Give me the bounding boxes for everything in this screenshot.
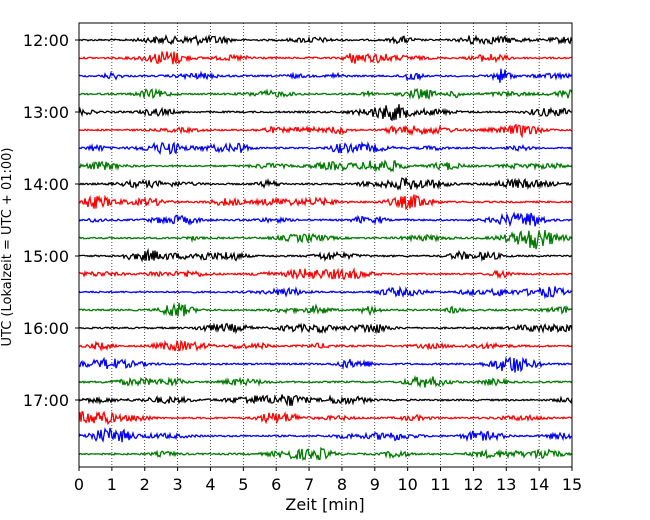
x-axis: 0 1 2 3 4 5 6 7 8 9 10 11 12 13 14 15 — [74, 467, 582, 494]
trace-group — [78, 33, 573, 462]
seismic-trace — [78, 374, 573, 389]
y-tick-label: 12:00 — [23, 31, 69, 50]
x-tick-label: 2 — [140, 475, 150, 494]
x-tick-label: 9 — [370, 475, 380, 494]
seismic-trace — [78, 247, 573, 263]
x-gridlines — [111, 23, 540, 467]
x-tick-label: 15 — [562, 475, 582, 494]
seismic-trace — [78, 229, 573, 250]
x-tick-label: 4 — [205, 475, 215, 494]
x-tick-label: 6 — [271, 475, 281, 494]
seismic-trace — [78, 104, 573, 122]
x-tick-label: 14 — [529, 475, 549, 494]
seismic-trace — [78, 285, 573, 300]
y-tick-label: 13:00 — [23, 103, 69, 122]
seismic-trace — [78, 394, 573, 407]
seismic-trace — [78, 33, 573, 47]
seismic-trace — [78, 339, 573, 352]
seismic-trace — [78, 267, 573, 281]
x-tick-label: 11 — [430, 475, 450, 494]
y-tick-label: 14:00 — [23, 175, 69, 194]
seismic-trace — [78, 68, 573, 83]
seismic-trace — [78, 123, 573, 139]
x-tick-label: 13 — [496, 475, 516, 494]
x-tick-label: 7 — [304, 475, 314, 494]
seismic-trace — [78, 427, 573, 443]
seismic-trace — [78, 87, 573, 100]
seismic-trace — [78, 302, 573, 317]
x-axis-label: Zeit [min] — [285, 495, 364, 514]
seismic-trace — [78, 194, 573, 211]
x-tick-label: 5 — [238, 475, 248, 494]
seismic-trace — [78, 140, 573, 156]
y-tick-label: 15:00 — [23, 247, 69, 266]
seismic-trace — [78, 51, 573, 65]
seismic-trace — [78, 177, 573, 191]
seismic-trace — [78, 356, 573, 373]
y-axis-label: UTC (Lokalzeit = UTC + 01:00) — [0, 148, 15, 347]
seismic-trace — [78, 410, 573, 426]
x-tick-label: 12 — [463, 475, 483, 494]
x-tick-label: 3 — [173, 475, 183, 494]
y-tick-label: 16:00 — [23, 319, 69, 338]
x-tick-label: 8 — [337, 475, 347, 494]
seismic-trace — [78, 322, 573, 335]
y-tick-label: 17:00 — [23, 391, 69, 410]
seismic-trace — [78, 211, 573, 228]
y-axis: 12:00 13:00 14:00 15:00 16:00 17:00 — [23, 31, 79, 410]
seismic-trace — [78, 446, 573, 462]
x-tick-label: 1 — [107, 475, 117, 494]
plot-frame — [78, 22, 573, 468]
seismic-trace — [78, 159, 573, 173]
x-tick-label: 10 — [397, 475, 417, 494]
x-tick-label: 0 — [74, 475, 84, 494]
